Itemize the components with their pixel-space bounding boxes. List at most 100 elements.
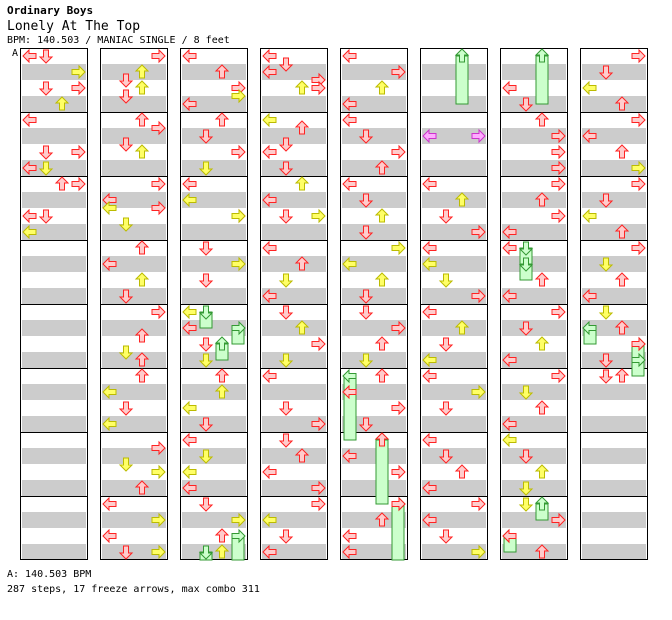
arrow-left-icon <box>342 96 357 112</box>
arrow-up-icon <box>454 320 470 335</box>
speed-marker: A <box>12 48 19 59</box>
arrow-down-icon <box>278 161 294 176</box>
arrow-right-icon <box>471 496 486 512</box>
arrow-right-icon <box>471 384 486 400</box>
arrow-down-icon <box>198 353 214 368</box>
arrow-right-icon <box>71 144 86 160</box>
arrow-left-icon <box>342 448 357 464</box>
arrow-right-icon <box>391 144 406 160</box>
arrow-right-icon <box>391 464 406 480</box>
arrow-right-icon <box>631 176 646 192</box>
arrow-down-icon <box>598 257 614 272</box>
arrow-left-icon <box>262 144 277 160</box>
arrow-left-icon <box>502 80 517 96</box>
arrow-down-icon <box>438 209 454 224</box>
arrow-down-icon <box>598 369 614 384</box>
arrow-left-icon <box>422 304 437 320</box>
arrow-right-icon <box>311 496 326 512</box>
arrow-left-icon <box>182 432 197 448</box>
freeze-arrow-right <box>631 352 646 377</box>
arrow-up-icon <box>134 480 150 495</box>
arrow-right-icon <box>551 512 566 528</box>
arrow-right-icon <box>631 160 646 176</box>
arrow-left-icon <box>342 112 357 128</box>
arrow-right-icon <box>551 128 566 144</box>
arrow-right-icon <box>151 464 166 480</box>
arrow-right-icon <box>311 208 326 224</box>
arrow-up-icon <box>534 112 550 127</box>
arrow-left-icon <box>262 512 277 528</box>
arrow-down-icon <box>198 449 214 464</box>
arrow-left-icon <box>102 496 117 512</box>
arrow-left-icon <box>262 544 277 560</box>
arrow-down-icon <box>278 273 294 288</box>
arrow-down-icon <box>598 65 614 80</box>
arrow-down-icon <box>198 161 214 176</box>
freeze-arrow-down <box>518 257 534 281</box>
freeze-arrow-down <box>198 545 214 561</box>
arrow-right-icon <box>551 368 566 384</box>
arrow-left-icon <box>502 240 517 256</box>
arrow-left-icon <box>22 224 37 240</box>
chart-column <box>500 48 568 560</box>
arrow-right-icon <box>631 240 646 256</box>
arrow-left-icon <box>502 352 517 368</box>
arrow-up-icon <box>134 368 150 383</box>
arrow-left-icon <box>22 112 37 128</box>
arrow-right-icon <box>311 480 326 496</box>
arrow-up-icon <box>534 464 550 479</box>
arrow-down-icon <box>358 305 374 320</box>
arrow-down-icon <box>278 305 294 320</box>
arrow-left-icon <box>182 320 197 336</box>
arrow-down-icon <box>278 433 294 448</box>
arrow-left-icon <box>262 192 277 208</box>
arrow-down-icon <box>38 145 54 160</box>
arrow-up-icon <box>134 352 150 367</box>
arrow-down-icon <box>118 73 134 88</box>
arrow-down-icon <box>358 417 374 432</box>
arrow-left-icon <box>342 384 357 400</box>
arrow-down-icon <box>278 209 294 224</box>
freeze-arrow-up <box>214 336 230 361</box>
arrow-down-icon <box>198 417 214 432</box>
chart-column <box>180 48 248 560</box>
arrow-left-icon <box>342 256 357 272</box>
arrow-down-icon <box>278 353 294 368</box>
arrow-left-icon <box>182 480 197 496</box>
arrow-up-icon <box>374 432 390 447</box>
chart-column <box>340 48 408 560</box>
arrow-right-icon <box>151 304 166 320</box>
chart-meta: BPM: 140.503 / MANIAC SINGLE / 8 feet <box>7 35 230 46</box>
arrow-up-icon <box>214 64 230 79</box>
arrow-left-icon <box>22 208 37 224</box>
freeze-arrow-left <box>582 320 597 345</box>
arrow-down-icon <box>358 193 374 208</box>
arrow-up-icon <box>374 160 390 175</box>
freeze-arrow-right <box>231 320 246 345</box>
arrow-up-icon <box>534 400 550 415</box>
arrow-right-icon <box>391 400 406 416</box>
arrow-left-icon <box>102 384 117 400</box>
arrow-left-icon <box>582 80 597 96</box>
arrow-up-icon <box>294 80 310 95</box>
arrow-right-icon <box>151 120 166 136</box>
arrow-left-icon <box>182 48 197 64</box>
arrow-down-icon <box>358 353 374 368</box>
arrow-down-icon <box>438 273 454 288</box>
arrow-up-icon <box>134 272 150 287</box>
arrow-left-icon <box>182 192 197 208</box>
arrow-left-icon <box>102 200 117 216</box>
arrow-up-icon <box>374 80 390 95</box>
arrow-up-icon <box>374 272 390 287</box>
arrow-left-icon <box>342 176 357 192</box>
arrow-left-icon <box>182 96 197 112</box>
arrow-left-icon <box>422 352 437 368</box>
arrow-right-icon <box>551 144 566 160</box>
arrow-left-icon <box>262 48 277 64</box>
arrow-right-icon <box>151 512 166 528</box>
arrow-down-icon <box>38 161 54 176</box>
chart-column <box>580 48 648 560</box>
footer-bpm: A: 140.503 BPM <box>7 569 92 580</box>
arrow-down-icon <box>278 57 294 72</box>
